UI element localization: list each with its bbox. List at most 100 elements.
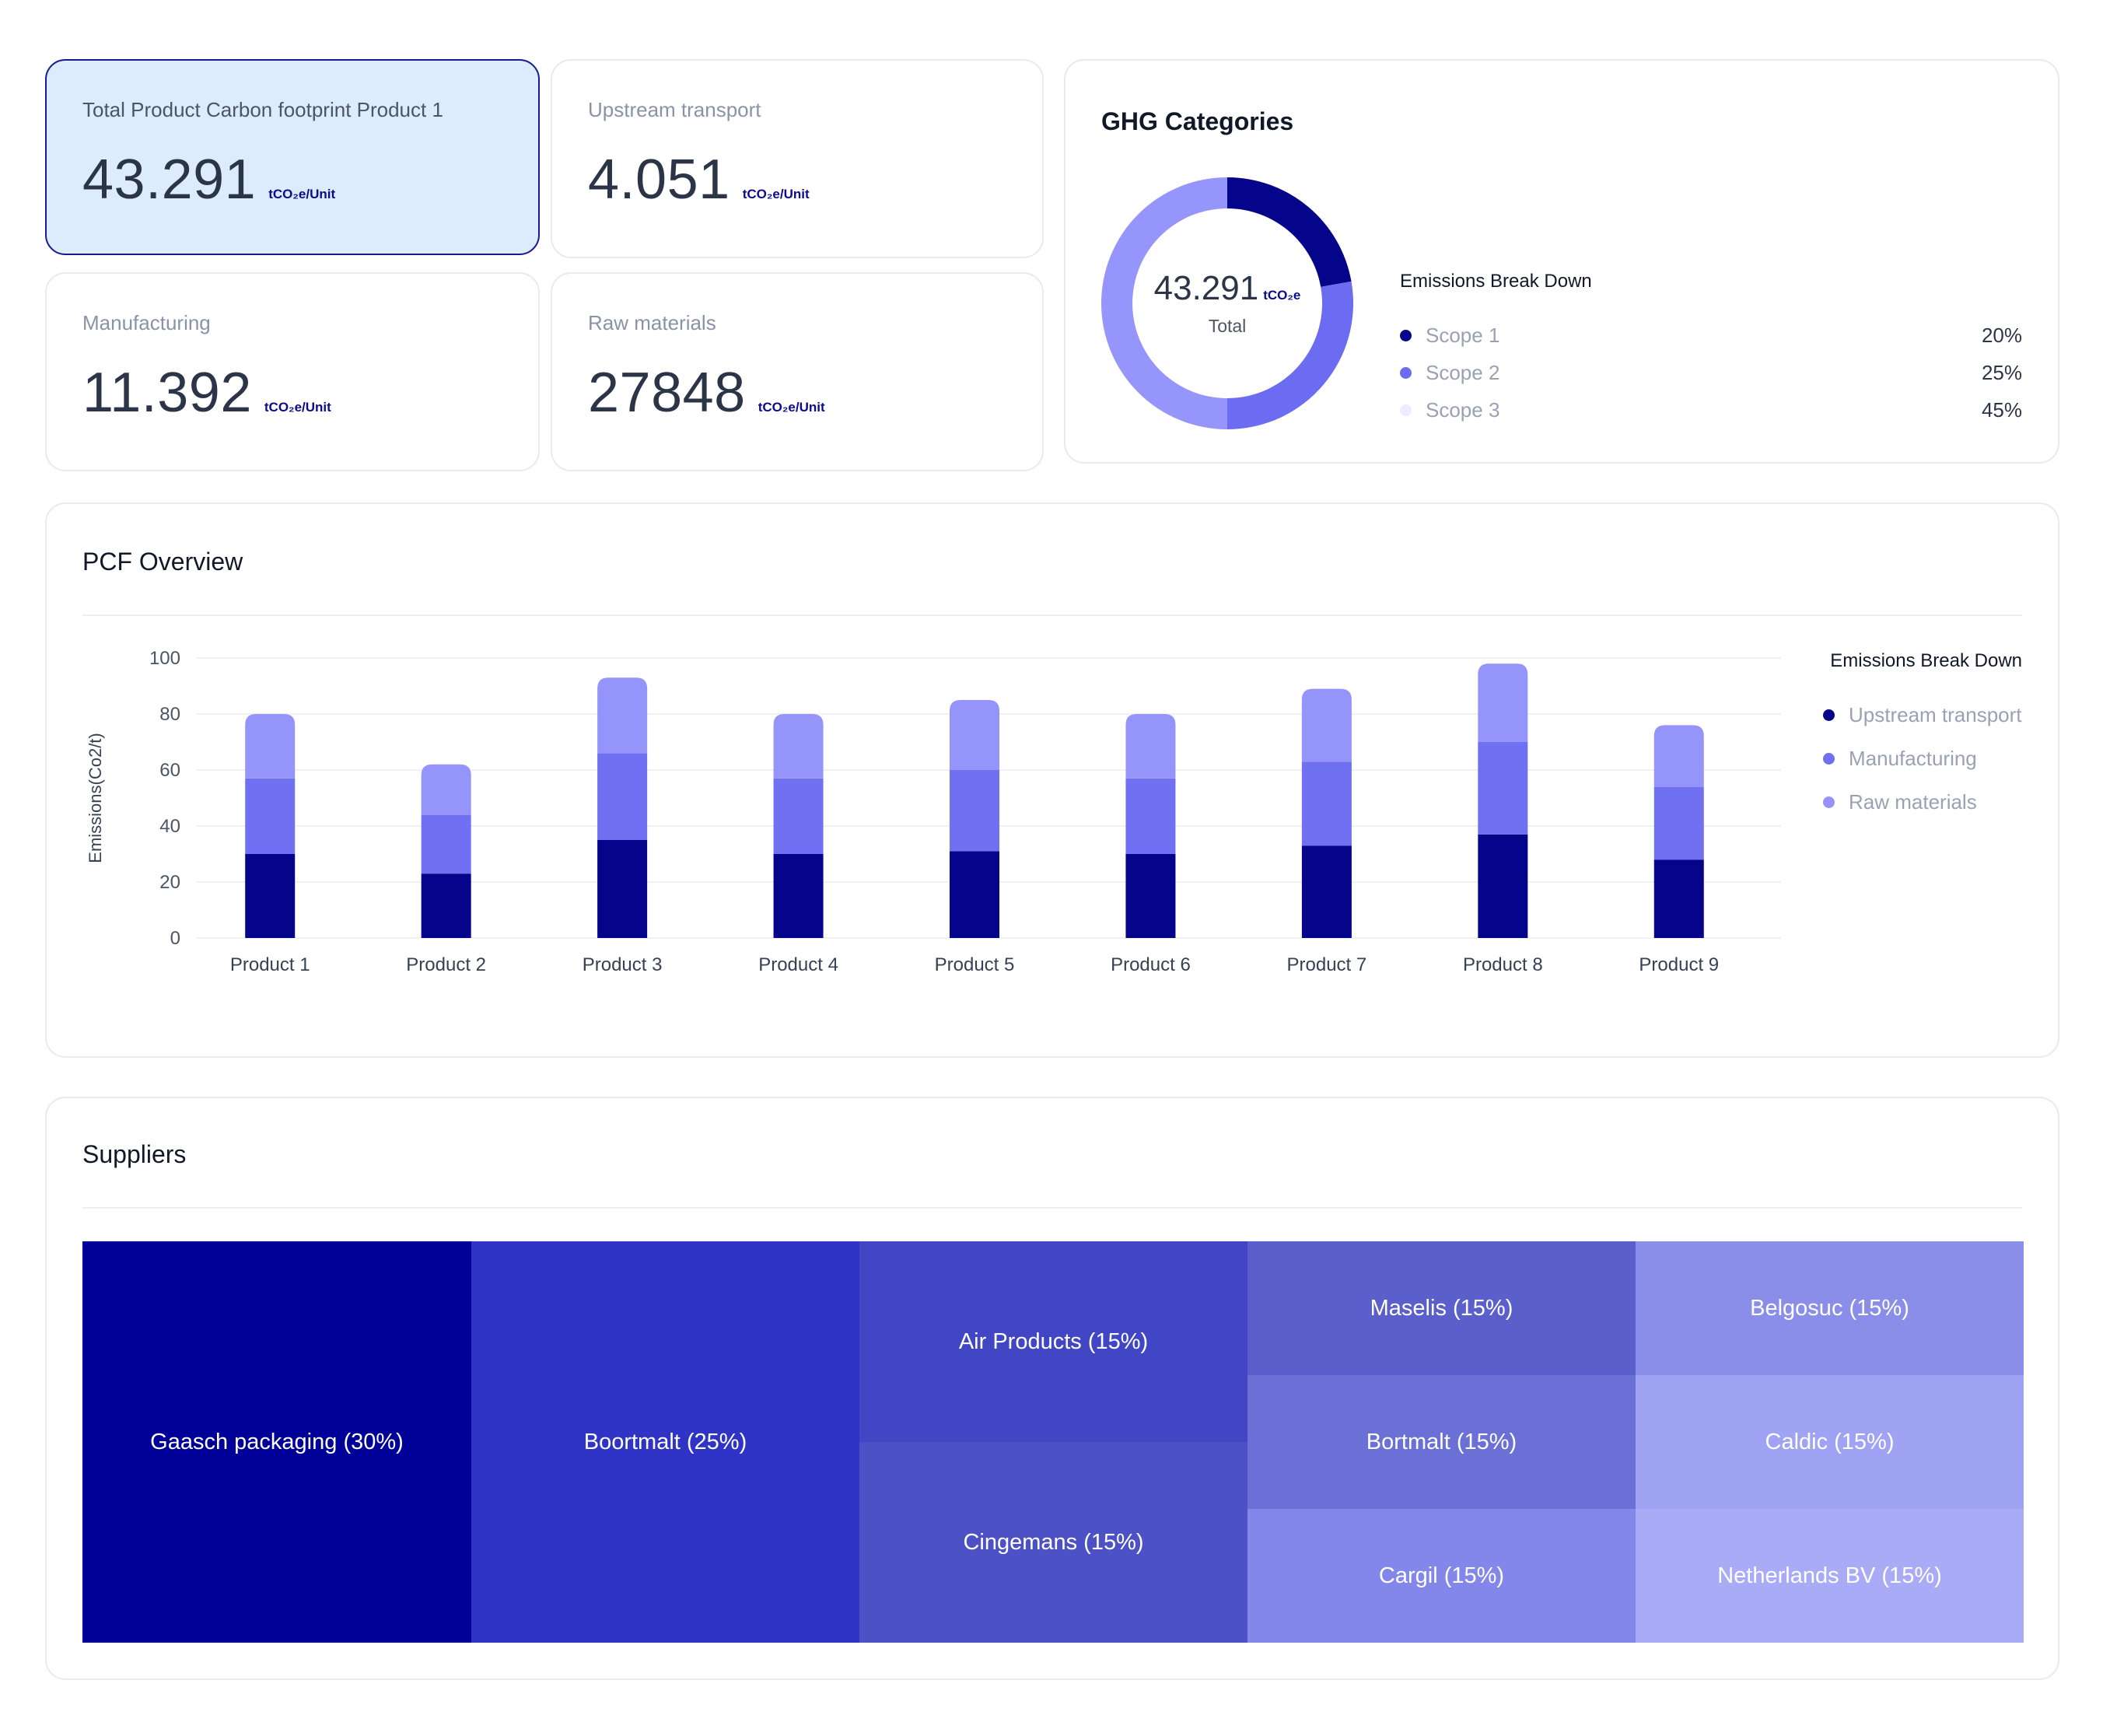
suppliers-treemap: Gaasch packaging (30%) Boortmalt (25%) A…	[82, 1241, 2024, 1643]
treemap-cell-label: Gaasch packaging (30%)	[150, 1429, 404, 1454]
legend-label: Raw materials	[1849, 790, 1977, 814]
y-tick-label: 0	[170, 928, 180, 949]
bar-upstream-transport-product-8[interactable]	[1478, 834, 1528, 938]
kpi-card-manufacturing[interactable]: Manufacturing 11.392 tCO₂e/Unit	[45, 272, 540, 471]
legend-dot	[1400, 404, 1412, 416]
kpi-label: Manufacturing	[82, 311, 211, 334]
bar-upstream-transport-product-4[interactable]	[773, 854, 824, 938]
bar-upstream-transport-product-9[interactable]	[1653, 859, 1704, 938]
treemap-cell-maselis[interactable]: Maselis (15%)	[1247, 1241, 1636, 1375]
bar-raw-materials-product-7[interactable]	[1301, 688, 1352, 762]
x-tick-label: Product 9	[1639, 954, 1719, 975]
pcf-legend-manufacturing: Manufacturing	[1823, 747, 1977, 771]
bar-manufacturing-product-7[interactable]	[1301, 761, 1352, 846]
treemap-cell-cargil[interactable]: Cargil (15%)	[1247, 1509, 1636, 1643]
treemap-cell-air-products[interactable]: Air Products (15%)	[859, 1241, 1247, 1442]
bar-upstream-transport-product-1[interactable]	[245, 854, 296, 938]
kpi-card-raw-materials[interactable]: Raw materials 27848 tCO₂e/Unit	[551, 272, 1044, 471]
bar-upstream-transport-product-2[interactable]	[421, 873, 471, 938]
suppliers-card: Suppliers Gaasch packaging (30%) Boortma…	[45, 1097, 2059, 1680]
bar-upstream-transport-product-7[interactable]	[1301, 845, 1352, 938]
kpi-value: 11.392	[82, 362, 252, 424]
bar-manufacturing-product-2[interactable]	[421, 814, 471, 874]
bar-raw-materials-product-4[interactable]	[773, 714, 824, 779]
kpi-card-upstream-transport[interactable]: Upstream transport 4.051 tCO₂e/Unit	[551, 59, 1044, 258]
kpi-value: 27848	[588, 362, 746, 424]
treemap-cell-belgosuc[interactable]: Belgosuc (15%)	[1636, 1241, 2024, 1375]
legend-label: Upstream transport	[1849, 703, 2022, 726]
bar-manufacturing-product-5[interactable]	[950, 770, 999, 852]
treemap-cell-label: Maselis (15%)	[1370, 1295, 1513, 1321]
y-tick-label: 100	[149, 648, 180, 669]
ghg-legend-scope-1: Scope 1	[1400, 324, 1499, 348]
treemap-cell-label: Air Products (15%)	[958, 1328, 1149, 1354]
bar-raw-materials-product-6[interactable]	[1125, 714, 1176, 779]
legend-dot	[1823, 709, 1835, 721]
treemap-cell-boortmalt[interactable]: Boortmalt (25%)	[471, 1241, 859, 1643]
treemap-cell-label: Belgosuc (15%)	[1750, 1295, 1909, 1321]
donut-slice-scope-3[interactable]	[1101, 177, 1227, 429]
bar-upstream-transport-product-3[interactable]	[597, 840, 648, 938]
donut-center-value: 43.291	[1153, 269, 1259, 307]
treemap-cell-bortmalt[interactable]: Bortmalt (15%)	[1247, 1375, 1636, 1509]
bar-upstream-transport-product-5[interactable]	[950, 851, 999, 938]
bar-manufacturing-product-1[interactable]	[245, 778, 296, 854]
bar-raw-materials-product-3[interactable]	[597, 677, 648, 754]
x-tick-label: Product 6	[1111, 954, 1191, 975]
pcf-bar-chart: 0 20 40 60 80 100 Emissions(Co2/t) Product 1 Pro…	[86, 648, 1781, 975]
kpi-label: Raw materials	[588, 311, 716, 334]
treemap-cell-label: Caldic (15%)	[1765, 1429, 1895, 1454]
legend-dot	[1400, 367, 1412, 379]
treemap-cell-cingemans[interactable]: Cingemans (15%)	[859, 1442, 1247, 1643]
bar-raw-materials-product-8[interactable]	[1478, 663, 1528, 742]
bar-manufacturing-product-3[interactable]	[597, 753, 648, 840]
bar-raw-materials-product-5[interactable]	[950, 700, 999, 770]
treemap-cell-label: Boortmalt (25%)	[583, 1429, 747, 1454]
kpi-label: Upstream transport	[588, 98, 761, 121]
bar-manufacturing-product-4[interactable]	[773, 778, 824, 854]
bar-upstream-transport-product-6[interactable]	[1125, 854, 1176, 938]
suppliers-divider	[82, 1207, 2022, 1209]
treemap-cell-caldic[interactable]: Caldic (15%)	[1636, 1375, 2024, 1509]
kpi-unit: tCO₂e/Unit	[268, 187, 336, 201]
ghg-legend-scope-3: Scope 3	[1400, 398, 1499, 422]
legend-dot	[1823, 796, 1835, 808]
legend-label: Scope 1	[1426, 324, 1500, 347]
bar-raw-materials-product-1[interactable]	[245, 714, 296, 779]
y-tick-label: 80	[159, 704, 180, 725]
ghg-title: GHG Categories	[1101, 107, 1294, 135]
pcf-legend-upstream-transport: Upstream transport	[1823, 703, 2022, 727]
ghg-legend-scope-2: Scope 2	[1400, 361, 1499, 385]
kpi-label: Total Product Carbon footprint Product 1	[82, 98, 443, 121]
bar-raw-materials-product-2[interactable]	[421, 764, 471, 815]
treemap-cell-label: Netherlands BV (15%)	[1717, 1563, 1942, 1588]
donut-center-label: Total	[1208, 316, 1247, 336]
x-tick-label: Product 3	[583, 954, 663, 975]
kpi-unit: tCO₂e/Unit	[742, 187, 810, 201]
kpi-value: 43.291	[82, 149, 257, 211]
treemap-cell-netherlands-bv[interactable]: Netherlands BV (15%)	[1636, 1509, 2024, 1643]
donut-center: 43.291 tCO₂e Total	[1101, 177, 1353, 429]
legend-dot	[1400, 330, 1412, 341]
bar-raw-materials-product-9[interactable]	[1653, 725, 1704, 787]
x-tick-label: Product 8	[1463, 954, 1543, 975]
legend-label: Scope 3	[1426, 398, 1500, 422]
ghg-legend-pct-scope-3: 45%	[1981, 398, 2022, 422]
donut-slice-scope-2[interactable]	[1227, 281, 1353, 429]
bar-manufacturing-product-9[interactable]	[1653, 786, 1704, 860]
donut-slice-scope-1[interactable]	[1227, 177, 1352, 287]
kpi-card-total[interactable]: Total Product Carbon footprint Product 1…	[45, 59, 540, 255]
legend-dot	[1823, 753, 1835, 765]
y-axis-label: Emissions(Co2/t)	[86, 733, 105, 863]
pcf-divider	[82, 614, 2022, 616]
bar-manufacturing-product-6[interactable]	[1125, 778, 1176, 854]
x-tick-label: Product 5	[935, 954, 1015, 975]
suppliers-title: Suppliers	[82, 1140, 187, 1168]
treemap-cell-label: Cargil (15%)	[1378, 1563, 1505, 1588]
treemap-cell-gaasch-packaging[interactable]: Gaasch packaging (30%)	[82, 1241, 471, 1643]
kpi-value: 4.051	[588, 149, 730, 211]
bar-manufacturing-product-8[interactable]	[1478, 742, 1528, 835]
ghg-categories-card: GHG Categories 43.291 tCO₂e Total Emissio…	[1064, 59, 2059, 464]
y-tick-label: 40	[159, 816, 180, 837]
treemap-cell-label: Bortmalt (15%)	[1366, 1429, 1517, 1454]
